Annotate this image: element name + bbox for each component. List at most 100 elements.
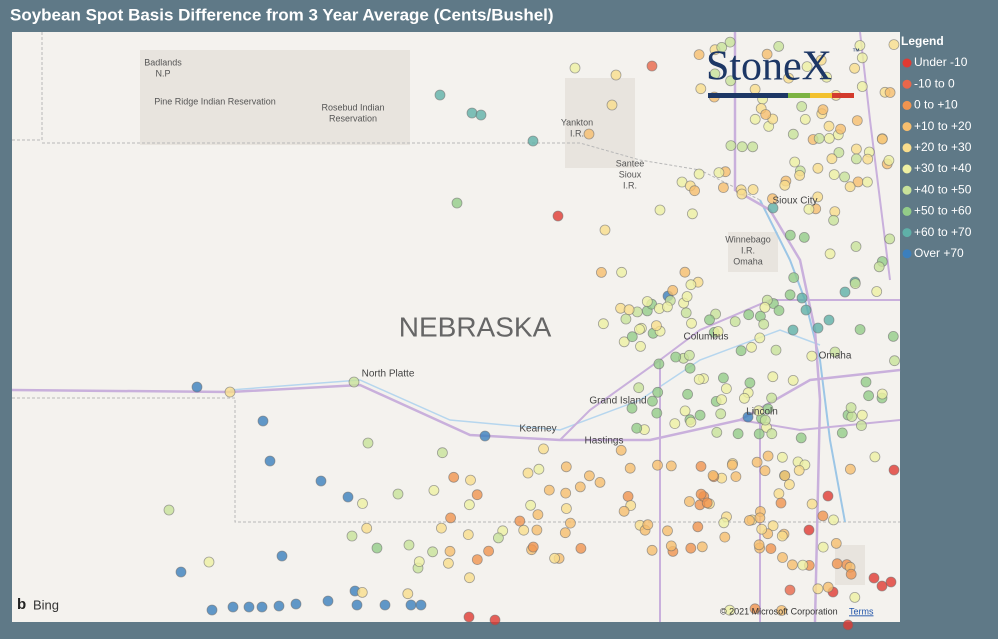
location-point: [646, 60, 658, 72]
location-point: [623, 304, 635, 316]
location-point: [565, 517, 576, 529]
location-point: [831, 558, 843, 570]
location-point: [845, 568, 857, 580]
location-point: [759, 301, 771, 313]
location-point: [845, 463, 856, 475]
location-point: [527, 135, 539, 147]
location-point: [767, 520, 779, 532]
location-point: [315, 475, 327, 487]
location-point: [851, 143, 862, 155]
location-point: [806, 498, 818, 510]
location-point: [696, 541, 708, 553]
location-point: [552, 210, 564, 222]
place-label: Winnebago: [725, 234, 771, 244]
border: [12, 32, 43, 141]
location-point: [641, 296, 653, 307]
location-point: [626, 402, 638, 414]
location-point: [707, 470, 719, 481]
location-point: [787, 374, 799, 386]
location-point: [569, 62, 581, 74]
location-point: [856, 409, 868, 421]
location-point: [224, 386, 236, 398]
location-point: [732, 428, 744, 440]
location-point: [596, 266, 607, 278]
location-point: [887, 330, 899, 342]
legend-label: +30 to +40: [914, 161, 972, 175]
location-point: [803, 524, 815, 536]
bing-icon: b: [17, 596, 26, 613]
location-point: [693, 168, 705, 180]
terms-link[interactable]: Terms: [849, 606, 874, 616]
location-point: [442, 557, 454, 569]
bing-label: Bing: [33, 597, 59, 612]
location-point: [662, 525, 673, 537]
location-point: [770, 344, 782, 356]
location-point: [739, 392, 750, 404]
location-point: [762, 450, 774, 462]
location-point: [822, 490, 834, 502]
location-point: [615, 444, 627, 456]
location-point: [346, 530, 358, 542]
location-point: [784, 229, 796, 241]
location-point: [633, 382, 645, 394]
location-point: [869, 451, 881, 463]
legend-label: Over +70: [914, 246, 964, 260]
place-label: I.R.: [623, 180, 637, 190]
location-point: [799, 114, 811, 125]
location-point: [873, 261, 885, 273]
location-point: [684, 496, 695, 507]
location-point: [402, 588, 414, 600]
place-label: Sioux: [619, 169, 642, 179]
location-point: [594, 476, 606, 488]
location-point: [163, 504, 175, 516]
location-point: [725, 140, 737, 152]
location-point: [533, 463, 545, 475]
location-point: [357, 498, 368, 509]
location-point: [775, 497, 787, 509]
location-point: [788, 272, 800, 284]
location-point: [692, 521, 704, 533]
location-point: [871, 286, 883, 297]
reservation-area: [728, 232, 778, 272]
location-point: [598, 318, 609, 330]
location-point: [716, 394, 727, 406]
location-point: [653, 358, 665, 370]
location-point: [821, 71, 832, 83]
location-point: [718, 182, 729, 194]
location-point: [610, 69, 622, 81]
highway: [559, 299, 900, 441]
location-point: [742, 411, 754, 423]
location-point: [276, 550, 288, 562]
location-point: [803, 203, 815, 215]
location-point: [849, 592, 861, 603]
location-point: [206, 604, 218, 616]
location-point: [812, 162, 824, 174]
location-point: [773, 41, 785, 52]
location-point: [465, 474, 476, 486]
location-point: [736, 141, 748, 153]
location-point: [403, 539, 415, 551]
location-point: [351, 599, 363, 611]
location-point: [257, 415, 269, 427]
location-point: [543, 484, 555, 496]
location-point: [812, 322, 824, 334]
location-point: [687, 208, 698, 220]
location-point: [736, 188, 748, 200]
location-point: [876, 580, 888, 592]
location-point: [713, 167, 725, 179]
location-point: [885, 576, 897, 588]
location-point: [665, 540, 677, 552]
location-point: [575, 543, 587, 554]
location-point: [868, 572, 880, 584]
location-point: [839, 171, 850, 183]
location-point: [844, 181, 856, 193]
place-label: Omaha: [733, 256, 763, 266]
logo: StoneX ™: [706, 44, 860, 98]
location-point: [862, 153, 874, 165]
location-point: [463, 499, 475, 511]
location-point: [730, 471, 742, 483]
place-label: Reservation: [329, 113, 377, 123]
location-point: [694, 409, 706, 421]
location-point: [776, 605, 787, 616]
